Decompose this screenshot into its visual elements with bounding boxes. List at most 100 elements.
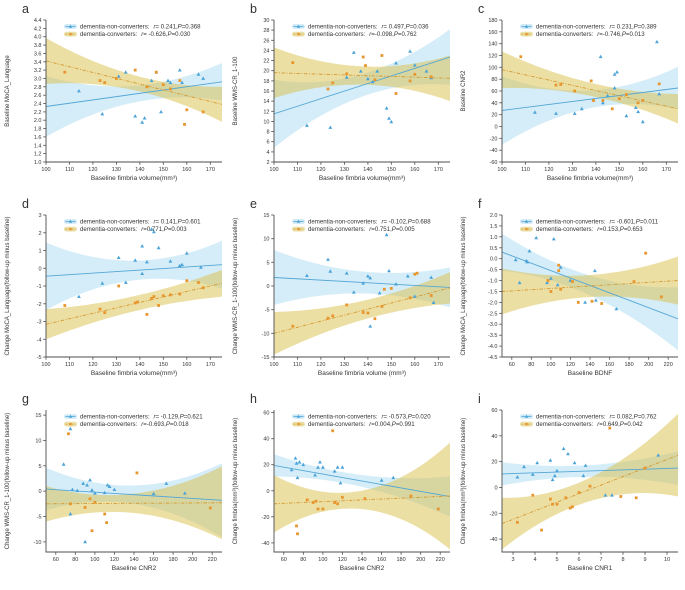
x-tick-label: 200 xyxy=(644,362,653,368)
confidence-band xyxy=(46,270,222,340)
scatter-point xyxy=(166,78,170,82)
scatter-point xyxy=(105,521,108,524)
x-tick-label: 110 xyxy=(65,362,74,368)
scatter-point xyxy=(63,304,67,307)
scatter-point xyxy=(133,258,138,262)
scatter-point xyxy=(313,473,317,477)
panel-i: i 3 4 5 6 7 8 9 10 -40 -20 0 20 40 60 Baseline CNR1 Chan… xyxy=(456,390,684,585)
y-tick-label: 0.5 xyxy=(490,246,498,252)
scatter-point xyxy=(559,287,563,291)
scatter-point xyxy=(321,507,325,511)
scatter-series xyxy=(67,432,212,533)
y-tick-label: 5 xyxy=(266,260,269,266)
legend-label: dementia-converters: r=-0.693,P=0.018 xyxy=(80,421,189,428)
x-tick-label: 200 xyxy=(188,557,197,563)
x-tick-label: 7 xyxy=(599,557,602,563)
scatter-point xyxy=(345,303,349,307)
x-tick-label: 9 xyxy=(643,557,646,563)
scatter-point xyxy=(540,528,543,532)
y-axis-label: Change MoCA_Language(follow-up minus bas… xyxy=(461,216,467,355)
x-tick-label: 120 xyxy=(566,362,575,368)
scatter-point xyxy=(643,466,647,470)
legend-marker-icon xyxy=(296,24,301,28)
y-axis-label: Change fimbria(mm³)(follow-up minus base… xyxy=(461,418,467,544)
y-tick-label: 10 xyxy=(263,119,269,125)
x-tick-label: 220 xyxy=(208,557,217,563)
scatter-point xyxy=(297,460,302,464)
y-tick-label: 26 xyxy=(263,38,269,44)
legend-entry: dementia-converters: r= -0.626,P=0.030 xyxy=(64,31,191,38)
y-tick-label: 4.4 xyxy=(34,18,42,24)
x-tick-label: 110 xyxy=(293,362,302,368)
panel-letter: e xyxy=(250,197,257,211)
x-tick-label: 100 xyxy=(269,167,278,173)
scatter-point xyxy=(368,324,373,328)
scatter-point xyxy=(115,77,118,80)
y-tick-label: -15 xyxy=(262,355,270,361)
scatter-point xyxy=(601,100,605,105)
y-axis-label: Change MoCA_Language(follow-up minus bas… xyxy=(5,216,11,355)
scatter-point xyxy=(75,488,80,492)
x-tick-label: 60 xyxy=(53,557,59,563)
x-tick-label: 60 xyxy=(281,557,287,563)
scatter-point xyxy=(619,495,623,498)
scatter-point xyxy=(572,111,577,115)
y-tick-label: 5 xyxy=(38,464,41,470)
y-tick-label: -3 xyxy=(37,320,42,326)
scatter-point xyxy=(305,123,309,127)
scatter-point xyxy=(636,101,640,105)
legend-entry: dementia-non-converters: r= 0.082,P=0.762 xyxy=(520,414,657,421)
scatter-point xyxy=(161,294,165,298)
y-tick-label: 20 xyxy=(491,113,497,119)
y-tick-label: 60 xyxy=(491,89,497,95)
panel-letter: b xyxy=(250,2,257,16)
scatter-point xyxy=(185,108,189,112)
scatter-point xyxy=(305,273,309,277)
scatter-point xyxy=(63,70,67,74)
scatter-point xyxy=(366,274,370,278)
y-tick-label: -20 xyxy=(490,136,498,142)
scatter-point xyxy=(583,463,588,467)
panel-b: b 100 110 120 130 140 150 160 170 2 4 6 8 10 12 14 16 18 2… xyxy=(228,0,456,195)
scatter-point xyxy=(555,502,559,506)
scatter-point xyxy=(389,119,394,124)
y-tick-label: 40 xyxy=(491,101,497,107)
legend-entry: dementia-converters: r=0.751,P=0.005 xyxy=(292,226,415,233)
x-tick-label: 120 xyxy=(110,557,119,563)
scatter-point xyxy=(657,82,661,86)
scatter-point xyxy=(559,83,563,86)
y-tick-label: -60 xyxy=(490,160,498,166)
scatter-point xyxy=(515,475,520,479)
x-tick-label: 150 xyxy=(159,362,168,368)
scatter-series xyxy=(63,68,205,126)
legend-label: dementia-non-converters: r= -0.573,P=0.02… xyxy=(308,414,431,421)
fit-line xyxy=(274,495,450,505)
scatter-point xyxy=(69,502,72,506)
scatter-point xyxy=(527,249,532,253)
scatter-point xyxy=(201,286,205,290)
scatter-point xyxy=(301,462,306,467)
scatter-point xyxy=(344,271,349,275)
scatter-point xyxy=(177,263,182,267)
y-tick-label: 15 xyxy=(263,213,269,219)
x-tick-label: 130 xyxy=(112,167,121,173)
x-tick-label: 100 xyxy=(546,362,555,368)
scatter-point xyxy=(140,244,145,248)
y-tick-label: 6 xyxy=(266,140,269,146)
y-tick-label: 4 xyxy=(266,150,269,156)
legend-label: dementia-converters: r=0.751,P=0.005 xyxy=(308,226,415,233)
legend-marker-icon xyxy=(525,422,528,426)
y-tick-label: -20 xyxy=(262,515,270,521)
legend-marker-icon xyxy=(297,422,300,426)
scatter-point xyxy=(394,92,398,95)
scatter-point xyxy=(429,75,433,79)
scatter-point xyxy=(612,72,617,76)
scatter-point xyxy=(314,499,318,503)
scatter-point xyxy=(182,491,187,495)
legend-entry: dementia-non-converters: r= -0.573,P=0.02… xyxy=(292,414,431,421)
scatter-point xyxy=(368,276,373,280)
scatter-point xyxy=(168,259,173,263)
y-tick-label: 0 xyxy=(266,284,269,290)
x-tick-label: 5 xyxy=(555,557,558,563)
